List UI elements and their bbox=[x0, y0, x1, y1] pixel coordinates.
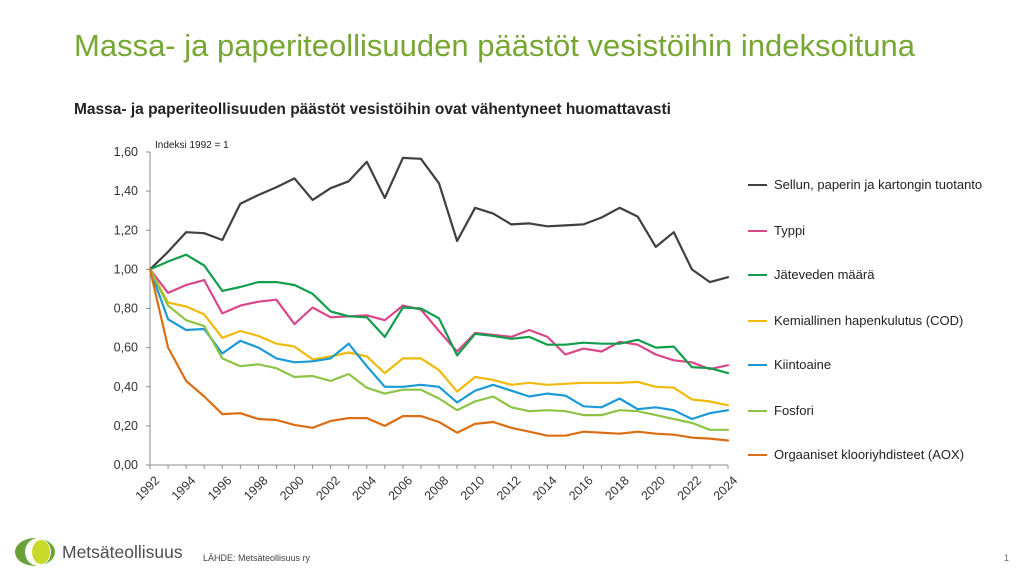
y-tick-label: 0,20 bbox=[114, 419, 138, 433]
slide-title: Massa- ja paperiteollisuuden päästöt ves… bbox=[74, 28, 915, 63]
x-tick-label: 2008 bbox=[422, 473, 452, 503]
legend-label: Jäteveden määrä bbox=[774, 267, 875, 282]
x-tick-label: 2012 bbox=[494, 473, 524, 503]
y-tick-label: 1,00 bbox=[114, 262, 138, 276]
legend-swatch bbox=[748, 274, 767, 276]
x-tick-label: 2010 bbox=[458, 473, 488, 503]
x-tick-label: 2016 bbox=[566, 473, 596, 503]
chart-series-lines bbox=[148, 156, 730, 442]
x-tick-label: 2006 bbox=[386, 473, 416, 503]
source-note: LÄHDE: Metsäteollisuus ry bbox=[203, 553, 311, 563]
y-tick-label: 1,20 bbox=[114, 223, 138, 237]
x-tick-label: 1998 bbox=[241, 473, 271, 503]
legend-swatch bbox=[748, 230, 767, 232]
chart-annotation: Indeksi 1992 = 1 bbox=[155, 140, 229, 151]
chart-title: Massa- ja paperiteollisuuden päästöt ves… bbox=[74, 101, 671, 118]
x-tick-label: 2014 bbox=[530, 473, 560, 503]
y-tick-label: 0,00 bbox=[114, 458, 138, 472]
series-line-2 bbox=[148, 268, 730, 371]
legend-swatch bbox=[748, 184, 767, 186]
series-line-7 bbox=[148, 268, 730, 442]
series-line-1 bbox=[148, 156, 730, 284]
x-tick-label: 2022 bbox=[675, 473, 705, 503]
x-tick-label: 2020 bbox=[638, 473, 668, 503]
series-line-5 bbox=[148, 268, 730, 421]
y-tick-label: 1,60 bbox=[114, 145, 138, 159]
series-line-6 bbox=[148, 268, 730, 431]
legend-swatch bbox=[748, 320, 767, 322]
legend-label: Kemiallinen hapenkulutus (COD) bbox=[774, 313, 964, 328]
x-tick-label: 2002 bbox=[313, 473, 343, 503]
x-tick-label: 2004 bbox=[349, 473, 379, 503]
page-number: 1 bbox=[1004, 553, 1010, 563]
x-tick-label: 2024 bbox=[711, 473, 741, 503]
legend-label: Typpi bbox=[774, 223, 806, 238]
logo-text: Metsäteollisuus bbox=[62, 542, 183, 562]
y-tick-label: 0,80 bbox=[114, 302, 138, 316]
x-tick-label: 2000 bbox=[277, 473, 307, 503]
legend-swatch bbox=[748, 410, 767, 412]
legend-swatch bbox=[748, 454, 767, 456]
legend-swatch bbox=[748, 364, 767, 366]
legend-label: Fosfori bbox=[774, 403, 814, 418]
x-tick-label: 1994 bbox=[169, 473, 199, 503]
x-tick-label: 1996 bbox=[205, 473, 235, 503]
y-tick-label: 0,60 bbox=[114, 341, 138, 355]
series-line-4 bbox=[148, 268, 730, 407]
x-tick-label: 1992 bbox=[133, 473, 163, 503]
legend-label: Sellun, paperin ja kartongin tuotanto bbox=[774, 177, 983, 192]
chart-axes: 0,00 0,20 0,40 0,60 0,80 1,00 1,20 1,40 1,60 1992… bbox=[114, 145, 741, 503]
legend-label: Orgaaniset klooriyhdisteet (AOX) bbox=[774, 447, 965, 462]
legend-label: Kiintoaine bbox=[774, 357, 832, 372]
y-tick-label: 1,40 bbox=[114, 184, 138, 198]
y-tick-label: 0,40 bbox=[114, 380, 138, 394]
x-tick-label: 2018 bbox=[602, 473, 632, 503]
metsateollisuus-logo-icon bbox=[15, 538, 55, 566]
series-line-3 bbox=[148, 253, 730, 375]
